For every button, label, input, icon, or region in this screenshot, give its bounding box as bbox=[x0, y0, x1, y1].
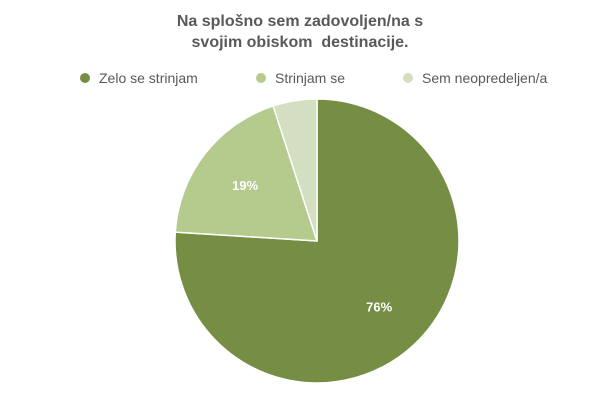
pie-slice-zelo-se-strinjam bbox=[174, 98, 460, 384]
chart-legend: Zelo se strinjam Strinjam se Sem neopred… bbox=[0, 68, 600, 88]
chart-title-line-1: Na splošno sem zadovoljen/na s bbox=[176, 13, 424, 30]
chart-title: Na splošno sem zadovoljen/na s svojim ob… bbox=[0, 11, 600, 53]
legend-marker-sem-neopredeljen-a bbox=[403, 73, 413, 83]
data-label-zelo-se-strinjam: 76% bbox=[366, 300, 392, 315]
chart-title-line-2: svojim obiskom destinacije. bbox=[191, 34, 409, 51]
legend-label-sem-neopredeljen-a: Sem neopredeljen/a bbox=[422, 70, 548, 86]
legend-marker-strinjam-se bbox=[256, 73, 266, 83]
legend-label-strinjam-se: Strinjam se bbox=[275, 70, 346, 86]
pie-slice-sem-neopredeljen-a bbox=[272, 98, 318, 242]
legend-marker-zelo-se-strinjam bbox=[80, 73, 90, 83]
legend-item-zelo-se-strinjam: Zelo se strinjam bbox=[80, 68, 198, 88]
data-label-strinjam-se: 19% bbox=[232, 178, 258, 193]
legend-item-strinjam-se: Strinjam se bbox=[256, 68, 345, 88]
legend-label-zelo-se-strinjam: Zelo se strinjam bbox=[99, 70, 198, 86]
pie-slice-strinjam-se bbox=[174, 105, 318, 242]
legend-item-sem-neopredeljen-a: Sem neopredeljen/a bbox=[403, 68, 547, 88]
